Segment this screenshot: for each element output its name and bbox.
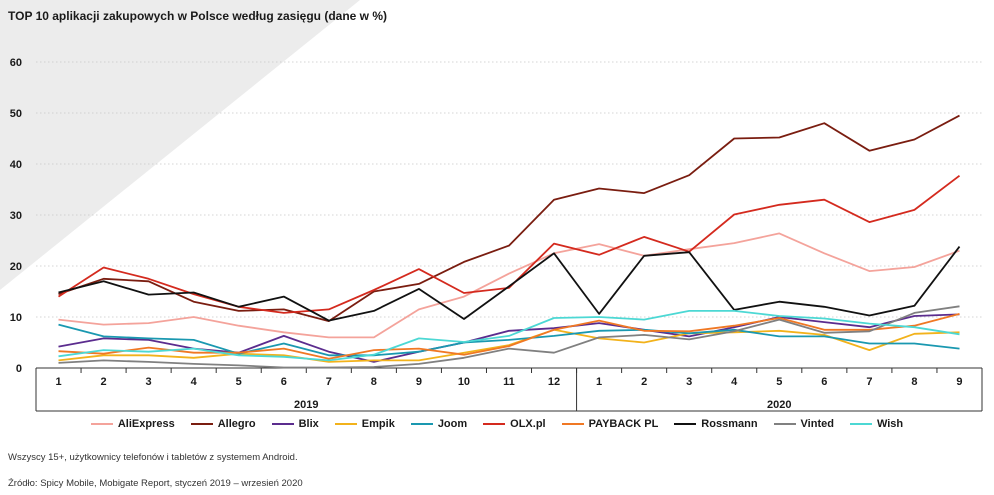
x-tick-label: 7: [326, 376, 332, 388]
legend-swatch: [271, 423, 294, 425]
footnote-source: Źródło: Spicy Mobile, Mobigate Report, s…: [8, 478, 303, 489]
legend-item: Blix: [271, 418, 319, 430]
chart-title: TOP 10 aplikacji zakupowych w Polsce wed…: [8, 9, 388, 23]
x-tick-label: 8: [911, 376, 917, 388]
year-group-label: 2019: [294, 399, 318, 411]
series-line-aliexpress: [58, 232, 960, 339]
x-tick-label: 9: [416, 376, 422, 388]
x-tick-label: 2: [641, 376, 647, 388]
legend-item: PAYBACK PL: [561, 418, 659, 430]
legend-label: OLX.pl: [510, 418, 546, 430]
legend-item: Empik: [334, 418, 395, 430]
x-tick-label: 6: [281, 376, 287, 388]
legend-swatch: [849, 423, 872, 425]
series-line-empik: [58, 328, 960, 363]
legend-label: Allegro: [217, 418, 256, 430]
x-tick-label: 6: [821, 376, 827, 388]
legend-label: Vinted: [800, 418, 834, 430]
y-tick-label: 0: [16, 363, 22, 375]
y-tick-label: 30: [10, 210, 22, 222]
x-tick-label: 2: [101, 376, 107, 388]
legend-swatch: [190, 423, 213, 425]
y-tick-label: 40: [10, 159, 22, 171]
background-corner-shape: [0, 0, 360, 290]
legend-swatch: [483, 423, 506, 425]
chart-legend: AliExpress Allegro Blix Empik Joom OLX.pl PAYB…: [0, 418, 994, 430]
legend-label: Wish: [876, 418, 904, 430]
legend-label: Blix: [298, 418, 319, 430]
legend-item: OLX.pl: [483, 418, 546, 430]
legend-label: Rossmann: [701, 418, 758, 430]
legend-swatch: [773, 423, 796, 425]
series-line-wish: [58, 309, 960, 362]
legend-label: AliExpress: [117, 418, 175, 430]
x-tick-label: 8: [371, 376, 377, 388]
legend-swatch: [561, 423, 584, 425]
legend-swatch: [334, 423, 357, 425]
x-tick-label: 1: [596, 376, 602, 388]
series-line-olx-pl: [58, 174, 961, 314]
legend-label: Empik: [361, 418, 395, 430]
legend-item: AliExpress: [90, 418, 175, 430]
x-tick-label: 5: [236, 376, 242, 388]
x-tick-label: 9: [956, 376, 962, 388]
legend-item: Vinted: [773, 418, 834, 430]
x-tick-label: 7: [866, 376, 872, 388]
legend-label: PAYBACK PL: [588, 418, 659, 430]
legend-swatch: [410, 423, 433, 425]
y-tick-label: 10: [10, 312, 22, 324]
series-line-blix: [58, 313, 960, 363]
legend-swatch: [90, 423, 113, 425]
x-tick-label: 4: [731, 376, 738, 388]
x-tick-label: 5: [776, 376, 782, 388]
x-tick-label: 3: [686, 376, 692, 388]
y-tick-label: 20: [10, 261, 22, 273]
year-group-label: 2020: [767, 399, 791, 411]
series-line-joom: [58, 323, 960, 357]
legend-item: Allegro: [190, 418, 256, 430]
legend-item: Rossmann: [674, 418, 758, 430]
series-line-payback-pl: [58, 313, 960, 360]
series-line-rossmann: [58, 246, 961, 322]
x-tick-label: 4: [191, 376, 198, 388]
x-tick-label: 11: [503, 376, 515, 388]
legend-swatch: [674, 423, 697, 425]
legend-item: Wish: [849, 418, 904, 430]
y-tick-label: 60: [10, 57, 22, 69]
legend-item: Joom: [410, 418, 468, 430]
series-line-vinted: [58, 305, 960, 369]
legend-label: Joom: [437, 418, 468, 430]
x-tick-label: 1: [55, 376, 61, 388]
series-line-allegro: [58, 114, 960, 323]
x-tick-label: 3: [146, 376, 152, 388]
x-tick-label: 12: [548, 376, 560, 388]
x-tick-label: 10: [458, 376, 470, 388]
footnote-population: Wszyscy 15+, użytkownicy telefonów i tab…: [8, 452, 298, 463]
y-tick-label: 50: [10, 108, 22, 120]
